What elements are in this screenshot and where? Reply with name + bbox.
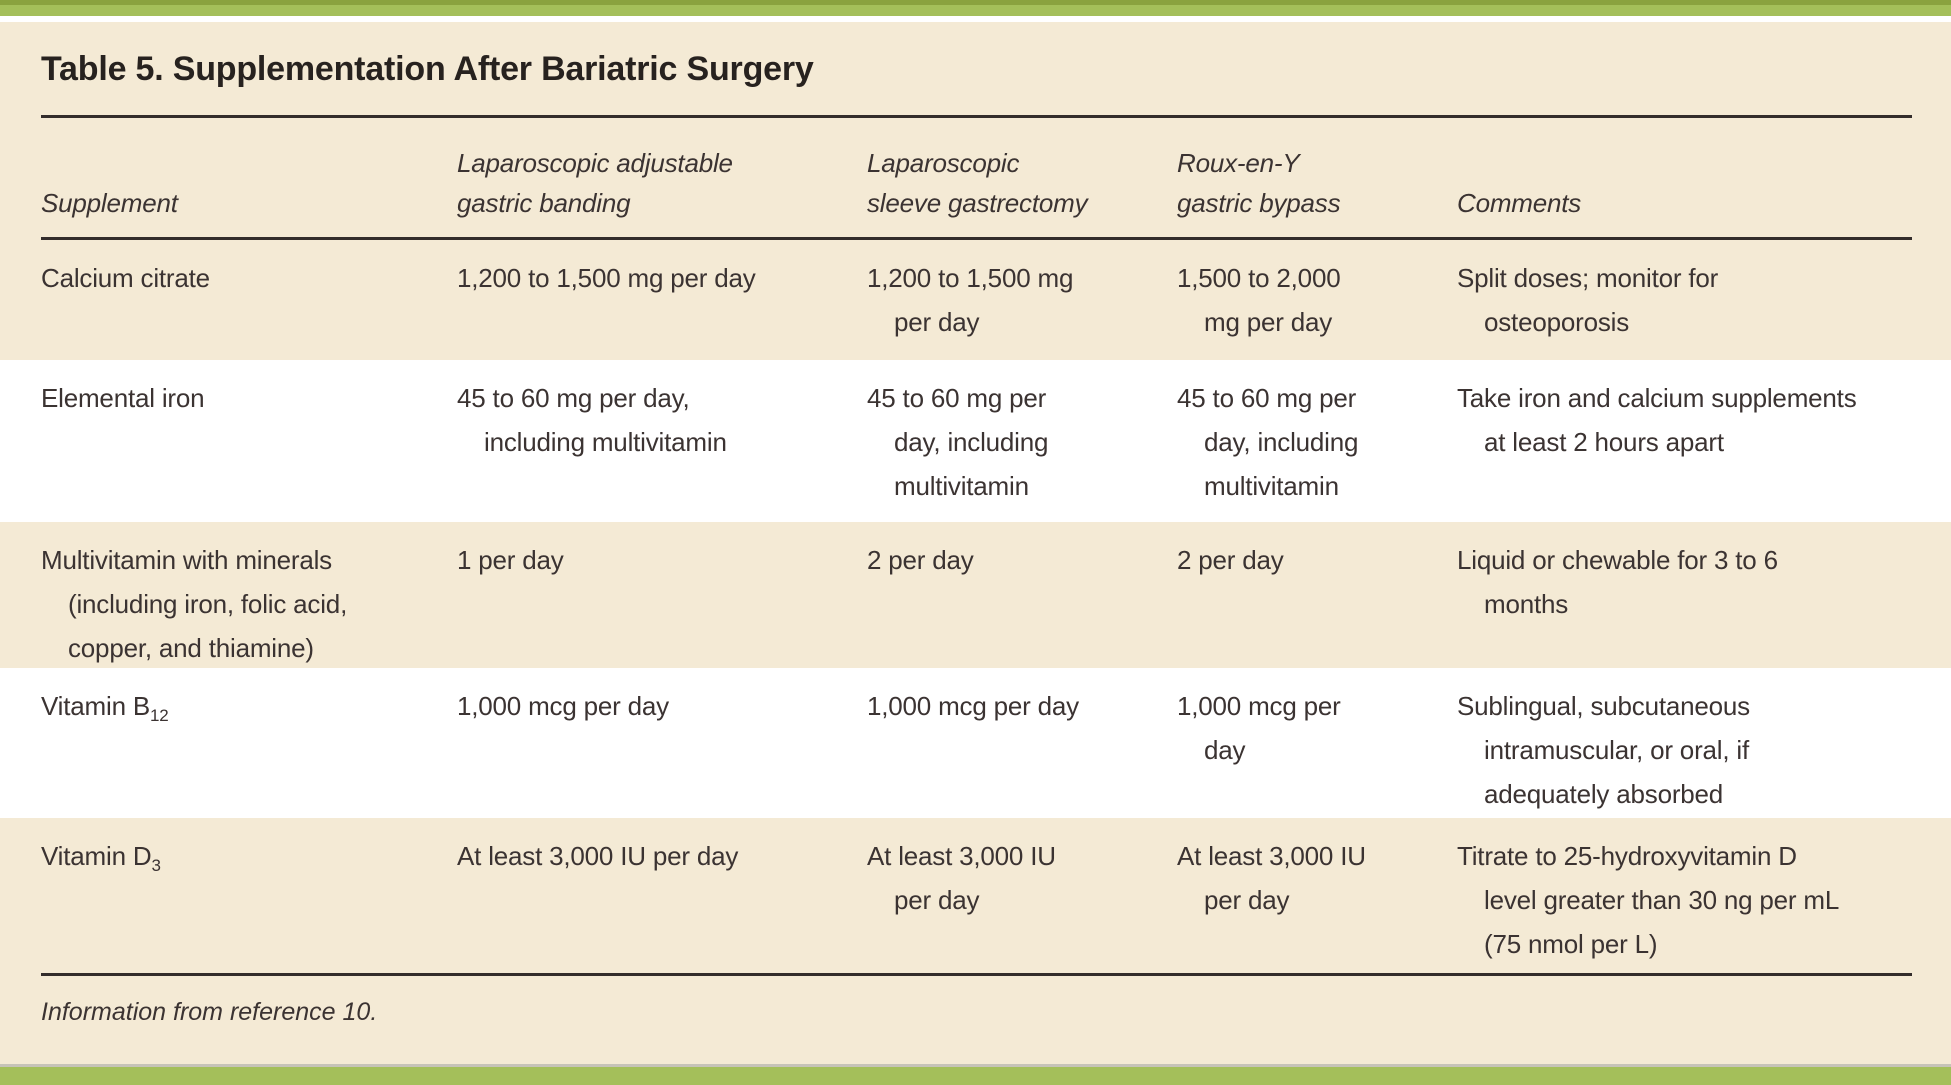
supplement-subscript: 3 (151, 856, 161, 876)
cell-lsg-dose: 1,000 mcg per day (867, 691, 1079, 721)
cell-supplement: Multivitamin with minerals (including ir… (41, 538, 457, 670)
column-header-lsg: Laparoscopic sleeve gastrectomy (867, 148, 1088, 218)
cell-lagb-dose: At least 3,000 IU per day (457, 841, 739, 871)
supplement-name: Multivitamin with minerals (including ir… (41, 545, 348, 663)
cell-lagb-dose: 1,000 mcg per day (457, 691, 669, 721)
cell-lsg-dose: At least 3,000 IU per day (867, 841, 1056, 915)
cell-comments: Titrate to 25-hydroxyvitamin D level gre… (1457, 841, 1840, 959)
table-row-vitamin-b12: Vitamin B12 1,000 mcg per day 1,000 mcg … (0, 668, 1951, 818)
column-header-comments: Comments (1457, 188, 1582, 218)
table-footnote: Information from reference 10. (41, 998, 378, 1026)
table-title-block: Table 5. Supplementation After Bariatric… (0, 22, 1951, 115)
cell-rygb-dose: 1,500 to 2,000 mg per day (1177, 263, 1341, 337)
cell-comments: Liquid or chewable for 3 to 6 months (1457, 545, 1778, 619)
cell-lsg-dose: 2 per day (867, 545, 974, 575)
table-row-vitamin-d3: Vitamin D3 At least 3,000 IU per day At … (0, 818, 1951, 973)
footer-divider (41, 973, 1912, 976)
supplement-subscript: 12 (150, 706, 169, 726)
cell-lagb-dose: 1,200 to 1,500 mg per day (457, 263, 756, 293)
cell-rygb-dose: 1,000 mcg per day (1177, 691, 1341, 765)
cell-supplement: Vitamin D3 (41, 834, 457, 973)
column-header-lagb: Laparoscopic adjustable gastric banding (457, 148, 733, 218)
table-row-elemental-iron: Elemental iron 45 to 60 mg per day, incl… (0, 360, 1951, 522)
cell-rygb-dose: 2 per day (1177, 545, 1284, 575)
cell-supplement: Calcium citrate (41, 256, 457, 360)
cell-supplement: Elemental iron (41, 376, 457, 522)
cell-rygb-dose: 45 to 60 mg per day, including multivita… (1177, 383, 1359, 501)
bottom-accent-bar (0, 1064, 1951, 1085)
supplement-name: Elemental iron (41, 383, 205, 413)
cell-rygb-dose: At least 3,000 IU per day (1177, 841, 1366, 915)
column-header-row: Supplement Laparoscopic adjustable gastr… (0, 118, 1951, 237)
table-row-multivitamin: Multivitamin with minerals (including ir… (0, 522, 1951, 668)
cell-lsg-dose: 45 to 60 mg per day, including multivita… (867, 383, 1049, 501)
cell-lagb-dose: 45 to 60 mg per day, including multivita… (457, 383, 727, 457)
cell-supplement: Vitamin B12 (41, 684, 457, 818)
cell-lsg-dose: 1,200 to 1,500 mg per day (867, 263, 1074, 337)
top-accent-bar (0, 0, 1951, 22)
cell-lagb-dose: 1 per day (457, 545, 564, 575)
column-header-supplement: Supplement (41, 188, 178, 218)
supplement-name: Vitamin B (41, 691, 150, 721)
cell-comments: Take iron and calcium supplements at lea… (1457, 383, 1857, 457)
header-divider (41, 237, 1912, 240)
table-footnote-block: Information from reference 10. (0, 976, 1951, 1064)
cell-comments: Split doses; monitor for osteoporosis (1457, 263, 1719, 337)
cell-comments: Sublingual, subcutaneous intramuscular, … (1457, 691, 1750, 809)
column-header-rygb: Roux-en-Y gastric bypass (1177, 148, 1341, 218)
supplement-name: Vitamin D (41, 841, 152, 871)
supplement-name: Calcium citrate (41, 263, 210, 293)
table-title: Table 5. Supplementation After Bariatric… (41, 50, 814, 88)
table-row-calcium-citrate: Calcium citrate 1,200 to 1,500 mg per da… (0, 240, 1951, 360)
title-divider (41, 115, 1912, 118)
